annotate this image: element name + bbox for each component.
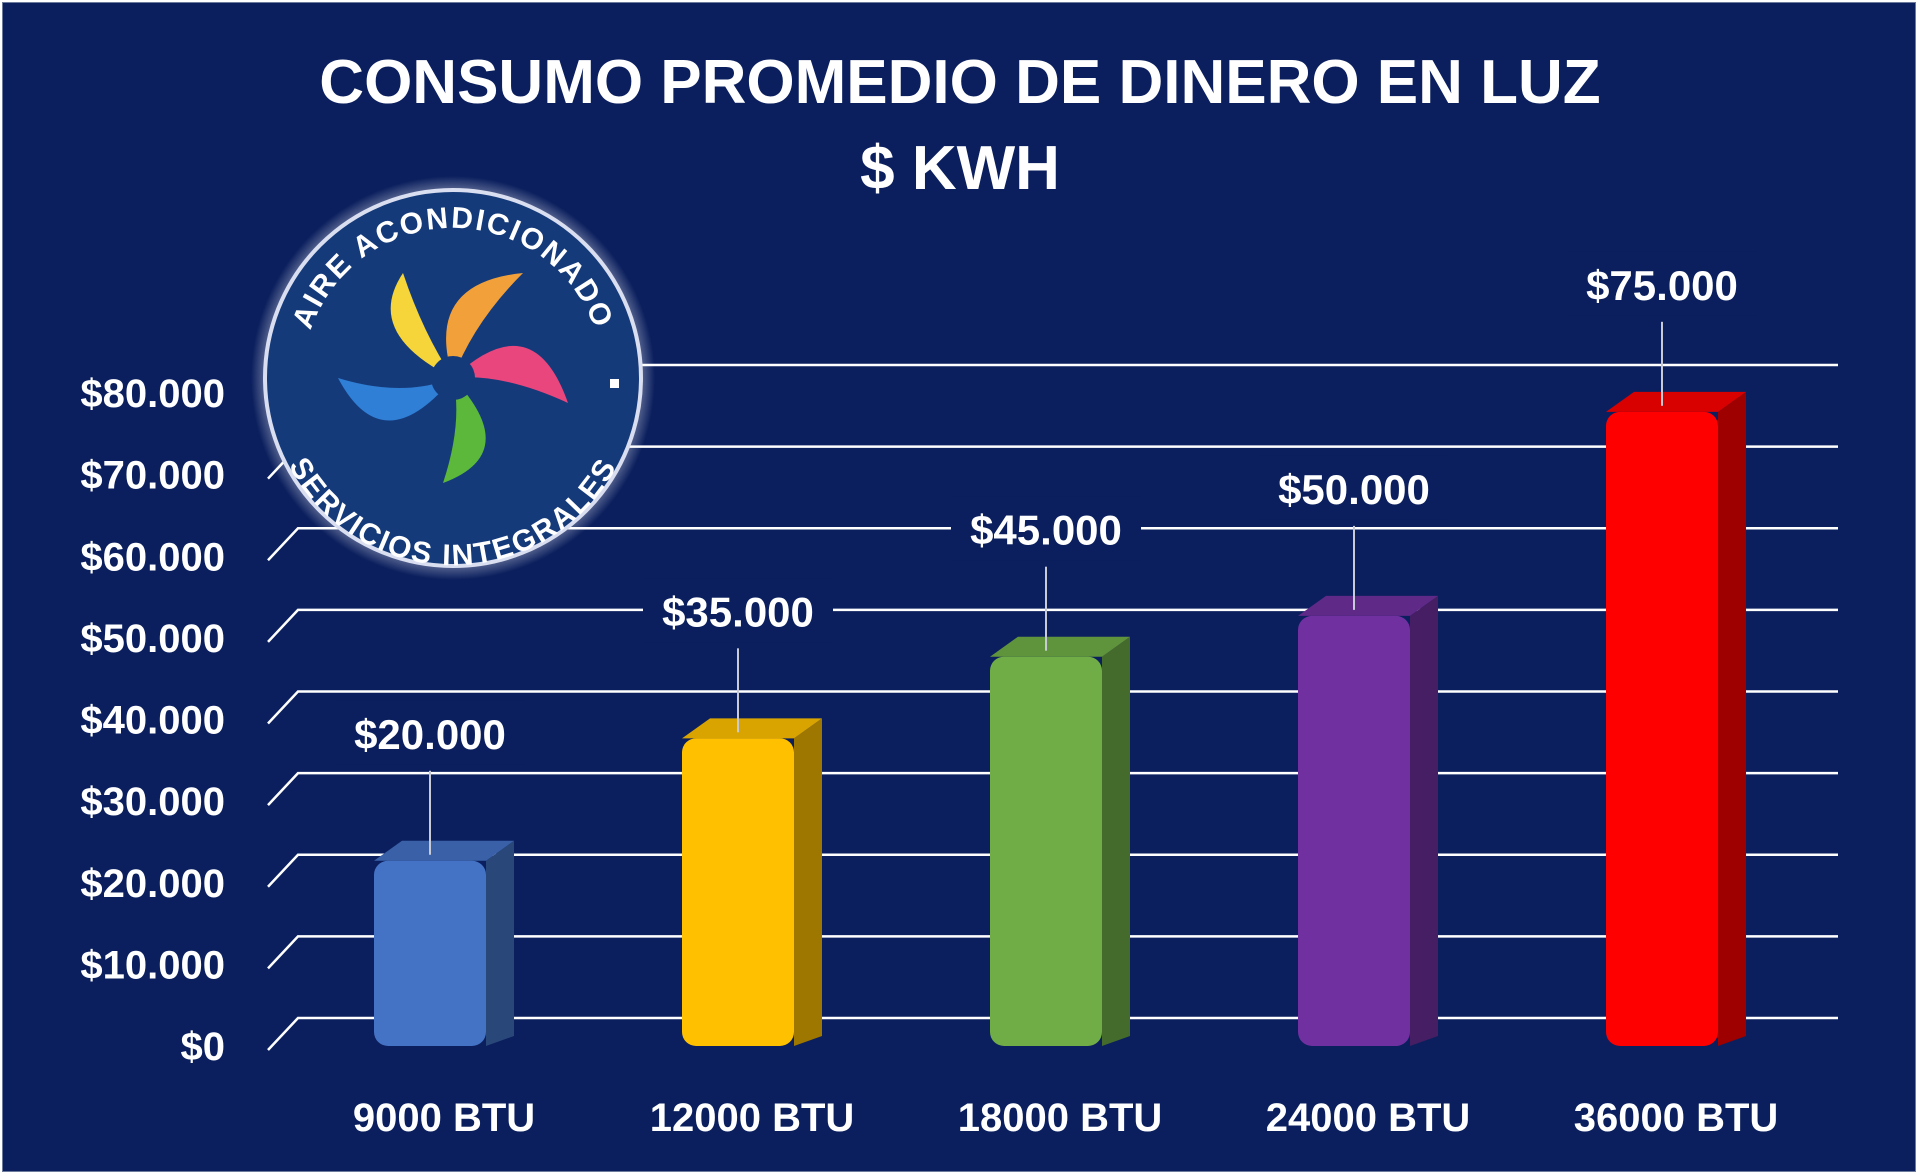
data-label-box <box>1567 251 1757 316</box>
data-label-text: $20.000 <box>354 711 506 758</box>
bar-top <box>1298 595 1438 616</box>
swirl-icon <box>338 273 568 483</box>
bar-top <box>682 718 822 739</box>
bar-side <box>1718 391 1746 1046</box>
chart-subtitle: $ KWH <box>860 134 1060 203</box>
bar-top <box>374 840 514 861</box>
y-tick-label: $70.000 <box>80 454 225 498</box>
x-category-label: 9000 BTU <box>353 1096 535 1140</box>
y-tick-label: $40.000 <box>80 699 225 743</box>
bar-front <box>1606 411 1718 1046</box>
y-tick-label: $0 <box>181 1025 226 1069</box>
bar <box>990 636 1130 1046</box>
bar-front <box>682 738 794 1046</box>
x-category-label: 12000 BTU <box>650 1096 855 1140</box>
bar-side <box>1410 595 1438 1046</box>
y-tick-label: $30.000 <box>80 780 225 824</box>
logo-dot <box>610 379 619 388</box>
bar <box>682 718 822 1046</box>
y-axis-tick-labels: $0 $10.000 $20.000 $30.000 $40.000 $50.000 $60… <box>80 372 225 1069</box>
bar-top <box>1606 391 1746 412</box>
company-logo: AIRE ACONDICIONADO SERVICIOS INTEGRALES <box>251 176 655 580</box>
bar-top <box>990 636 1130 657</box>
data-label: $45.000 <box>951 496 1141 651</box>
bar <box>1606 391 1746 1046</box>
data-label: $35.000 <box>643 578 833 733</box>
bar-side <box>1102 636 1130 1046</box>
data-label: $50.000 <box>1259 455 1449 610</box>
x-axis-category-labels: 9000 BTU 12000 BTU 18000 BTU 24000 BTU 36000… <box>353 1096 1778 1140</box>
data-label-text: $35.000 <box>662 588 814 635</box>
bar-front <box>990 656 1102 1046</box>
bar-front <box>374 860 486 1046</box>
bar <box>1298 595 1438 1046</box>
data-labels: $20.000 $35.000 $45.000 $50.000 $75.000 <box>335 251 1757 855</box>
data-label-text: $75.000 <box>1586 262 1738 309</box>
bars <box>374 391 1746 1046</box>
y-tick-label: $20.000 <box>80 862 225 906</box>
y-tick-label: $60.000 <box>80 535 225 579</box>
x-category-label: 24000 BTU <box>1266 1096 1471 1140</box>
data-label-box <box>951 496 1141 561</box>
data-label-box <box>643 578 833 643</box>
bar-front <box>1298 615 1410 1046</box>
data-label: $20.000 <box>335 700 525 855</box>
chart-title: CONSUMO PROMEDIO DE DINERO EN LUZ <box>319 48 1600 117</box>
data-label-box <box>335 700 525 765</box>
y-tick-label: $80.000 <box>80 372 225 416</box>
y-tick-label: $50.000 <box>80 617 225 661</box>
data-label: $75.000 <box>1567 251 1757 406</box>
gridline <box>267 527 1838 562</box>
bar-side <box>486 840 514 1046</box>
data-label-text: $45.000 <box>970 507 1122 554</box>
y-tick-label: $10.000 <box>80 943 225 987</box>
data-label-text: $50.000 <box>1278 466 1430 513</box>
x-category-label: 18000 BTU <box>958 1096 1163 1140</box>
bar-side <box>794 718 822 1046</box>
bar <box>374 840 514 1046</box>
x-category-label: 36000 BTU <box>1574 1096 1779 1140</box>
bar-chart: CONSUMO PROMEDIO DE DINERO EN LUZ $ KWH … <box>80 48 1838 1140</box>
data-label-box <box>1259 455 1449 520</box>
